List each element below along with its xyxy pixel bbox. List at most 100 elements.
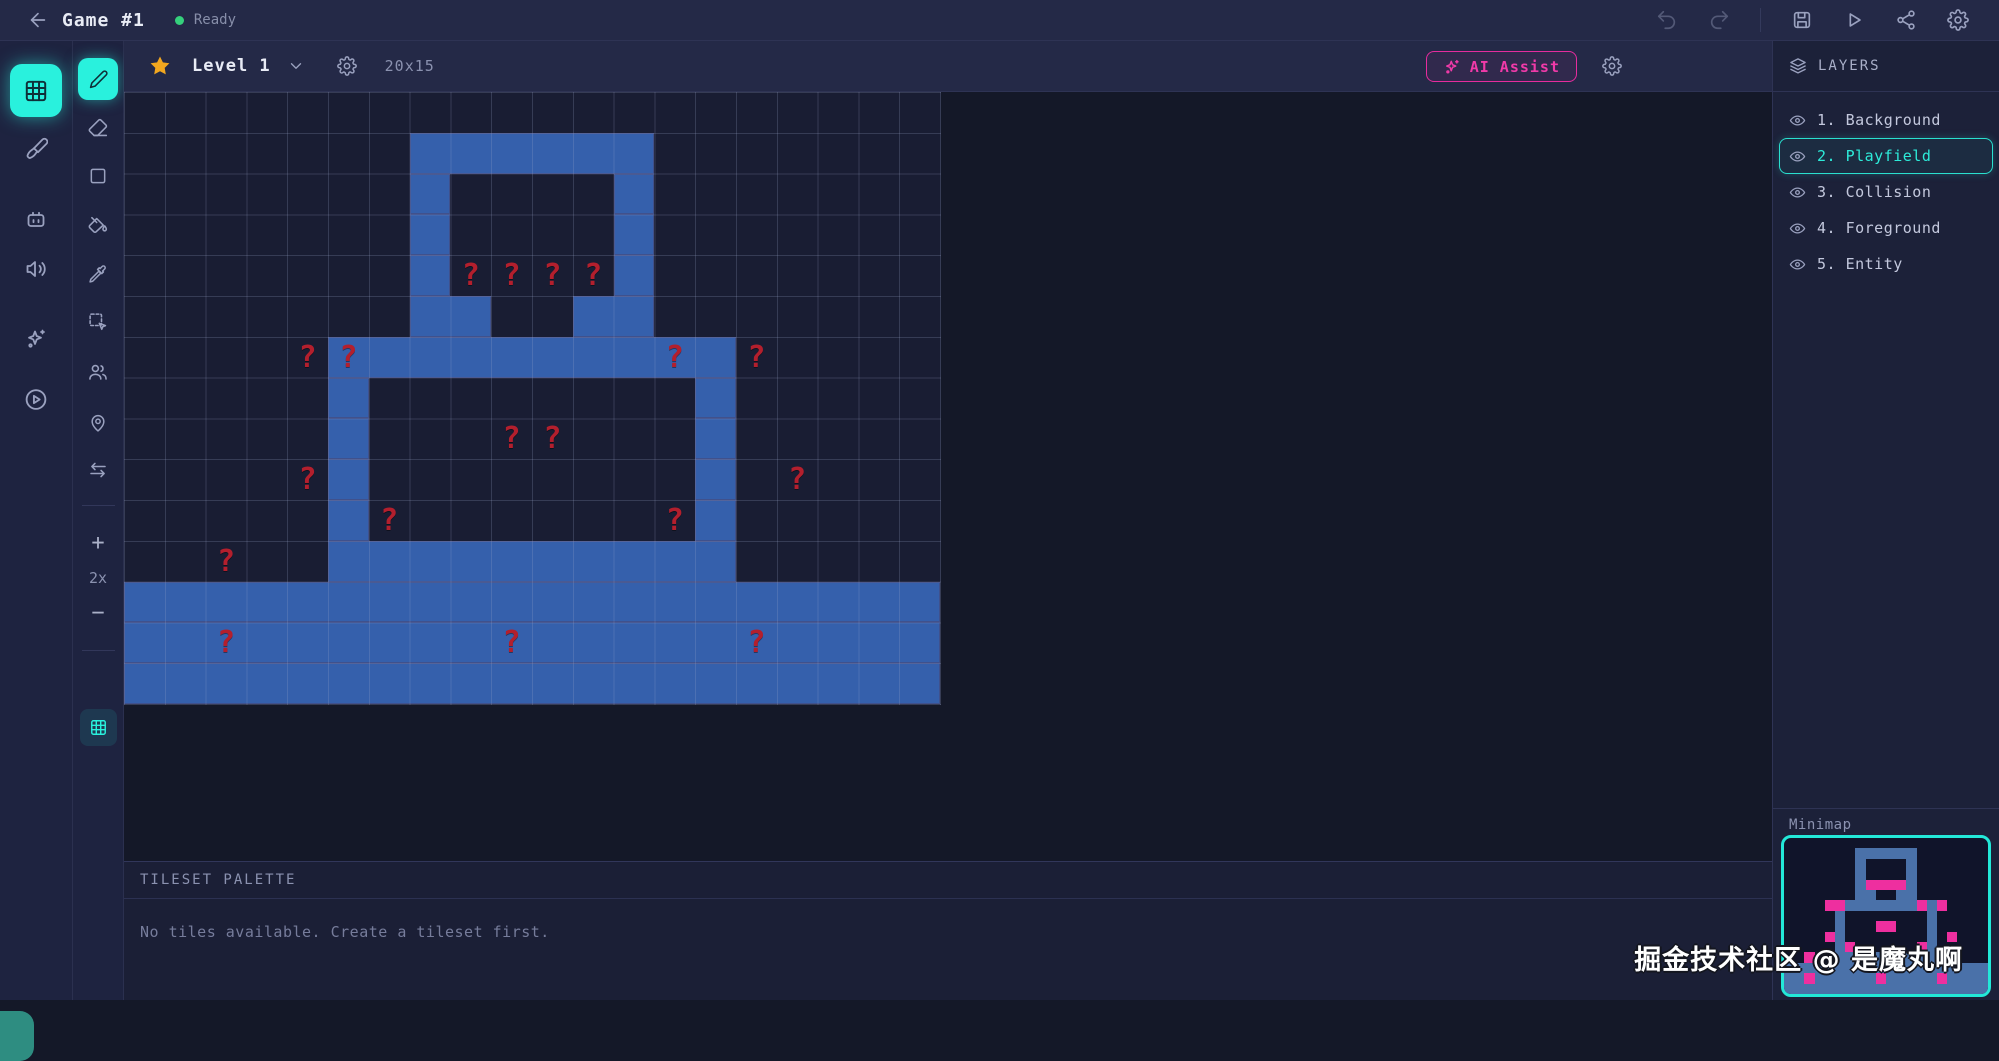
question-mark[interactable]: ? bbox=[339, 339, 358, 375]
robot-icon bbox=[27, 211, 45, 227]
minimap-tile bbox=[1855, 848, 1917, 859]
nav-item-paint[interactable] bbox=[24, 137, 48, 161]
eye-icon[interactable] bbox=[1789, 220, 1806, 237]
question-mark[interactable]: ? bbox=[298, 462, 317, 498]
minimap-tile bbox=[1855, 879, 1866, 890]
minimap-tile bbox=[1835, 942, 1846, 953]
eye-icon[interactable] bbox=[1789, 148, 1806, 165]
eye-icon[interactable] bbox=[1789, 256, 1806, 273]
layer-item-1[interactable]: 1. Background bbox=[1779, 102, 1993, 138]
blue-tile-run[interactable] bbox=[124, 622, 940, 664]
tool-spawn-point[interactable] bbox=[88, 413, 108, 433]
blue-tile-run[interactable] bbox=[613, 173, 655, 215]
redo-icon[interactable] bbox=[1708, 9, 1730, 31]
question-mark[interactable]: ? bbox=[788, 462, 807, 498]
question-mark[interactable]: ? bbox=[543, 421, 562, 457]
minimap-tile bbox=[1784, 973, 1988, 984]
question-mark[interactable]: ? bbox=[216, 625, 236, 661]
blue-tile-run[interactable] bbox=[695, 500, 736, 541]
layer-item-2[interactable]: 2. Playfield bbox=[1779, 138, 1993, 174]
tool-multiplayer[interactable] bbox=[88, 362, 109, 383]
eye-icon[interactable] bbox=[1789, 112, 1806, 129]
tool-eyedropper[interactable] bbox=[88, 264, 108, 284]
nav-item-tilemap-active[interactable] bbox=[10, 64, 62, 117]
nav-item-playtest[interactable] bbox=[24, 387, 49, 412]
blue-tile-run[interactable] bbox=[328, 418, 369, 460]
minimap-question-tile bbox=[1886, 879, 1897, 890]
layer-item-3[interactable]: 3. Collision bbox=[1779, 174, 1993, 210]
editor-workspace: Level 1 20x15 AI Assist ????????????????… bbox=[124, 41, 1772, 1000]
blue-tile-run[interactable] bbox=[328, 377, 369, 419]
zoom-out-button[interactable]: − bbox=[91, 600, 105, 626]
question-mark[interactable]: ? bbox=[747, 625, 766, 661]
nav-item-audio[interactable] bbox=[24, 257, 48, 281]
tool-fill-bucket[interactable] bbox=[88, 216, 109, 237]
status-badge: Ready bbox=[174, 12, 236, 28]
users-icon bbox=[89, 364, 107, 380]
tool-pencil-active[interactable] bbox=[78, 58, 118, 100]
question-mark[interactable]: ? bbox=[380, 502, 399, 538]
play-icon[interactable] bbox=[1843, 9, 1865, 31]
blue-tile-run[interactable] bbox=[409, 132, 655, 174]
blue-tile-run[interactable] bbox=[409, 173, 451, 215]
blue-tile-run[interactable] bbox=[124, 581, 940, 623]
map-pin-icon bbox=[91, 414, 105, 432]
blue-tile-run[interactable] bbox=[613, 214, 655, 256]
tool-swap[interactable] bbox=[88, 460, 109, 481]
blue-tile-run[interactable] bbox=[124, 663, 940, 704]
question-mark[interactable]: ? bbox=[502, 258, 521, 294]
level-settings-gear-icon[interactable] bbox=[336, 56, 357, 76]
grid-toggle-button[interactable] bbox=[80, 709, 117, 746]
question-mark[interactable]: ? bbox=[502, 625, 521, 661]
minimap[interactable] bbox=[1781, 835, 1991, 997]
tool-eraser[interactable] bbox=[88, 118, 109, 139]
question-mark[interactable]: ? bbox=[502, 421, 521, 457]
minimap-question-tile bbox=[1865, 879, 1876, 890]
tool-rectangle[interactable] bbox=[88, 166, 108, 186]
question-mark[interactable]: ? bbox=[461, 258, 480, 294]
blue-tile-run[interactable] bbox=[695, 377, 736, 419]
question-mark[interactable]: ? bbox=[216, 543, 236, 579]
blue-tile-run[interactable] bbox=[695, 418, 736, 460]
tile-canvas[interactable]: ?????????????????? bbox=[124, 92, 941, 705]
nav-item-ai[interactable] bbox=[24, 327, 48, 351]
share-icon[interactable] bbox=[1895, 9, 1917, 31]
blue-tile-run[interactable] bbox=[328, 500, 369, 541]
level-selector[interactable]: Level 1 bbox=[172, 56, 305, 76]
ai-assist-button[interactable]: AI Assist bbox=[1425, 51, 1577, 82]
undo-icon[interactable] bbox=[1656, 9, 1678, 31]
blue-tile-run[interactable] bbox=[328, 336, 736, 378]
eye-icon[interactable] bbox=[1789, 184, 1806, 201]
brush-icon bbox=[26, 137, 48, 159]
question-mark[interactable]: ? bbox=[543, 258, 562, 294]
canvas-settings-gear-icon[interactable] bbox=[1602, 56, 1622, 76]
blue-tile-run[interactable] bbox=[328, 540, 736, 582]
zoom-in-button[interactable]: + bbox=[91, 530, 105, 556]
minimap-tile bbox=[1926, 910, 1937, 922]
minimap-question-tile bbox=[1824, 931, 1835, 942]
blue-tile-run[interactable] bbox=[409, 214, 451, 256]
blue-tile-run[interactable] bbox=[572, 296, 655, 337]
blue-tile-run[interactable] bbox=[328, 459, 369, 500]
save-icon[interactable] bbox=[1791, 9, 1813, 31]
rectangle-icon bbox=[90, 168, 106, 184]
question-mark[interactable]: ? bbox=[665, 339, 684, 375]
question-mark[interactable]: ? bbox=[747, 339, 766, 375]
settings-gear-icon[interactable] bbox=[1947, 9, 1969, 31]
blue-tile-run[interactable] bbox=[409, 255, 451, 296]
layers-panel-header: LAYERS bbox=[1773, 41, 1999, 92]
blue-tile-run[interactable] bbox=[409, 296, 492, 337]
blue-tile-run[interactable] bbox=[695, 459, 736, 500]
page-title: Game #1 bbox=[62, 9, 145, 31]
nav-item-entities[interactable] bbox=[24, 207, 48, 231]
grid-icon bbox=[25, 80, 47, 101]
question-mark[interactable]: ? bbox=[298, 339, 317, 375]
layer-item-5[interactable]: 5. Entity bbox=[1779, 246, 1993, 282]
back-button[interactable] bbox=[18, 0, 58, 40]
tool-select-marquee[interactable] bbox=[88, 312, 109, 333]
question-mark[interactable]: ? bbox=[665, 502, 684, 538]
blue-tile-run[interactable] bbox=[613, 255, 655, 296]
layer-item-4[interactable]: 4. Foreground bbox=[1779, 210, 1993, 246]
minimap-question-tile bbox=[1937, 900, 1948, 911]
question-mark[interactable]: ? bbox=[584, 258, 603, 294]
